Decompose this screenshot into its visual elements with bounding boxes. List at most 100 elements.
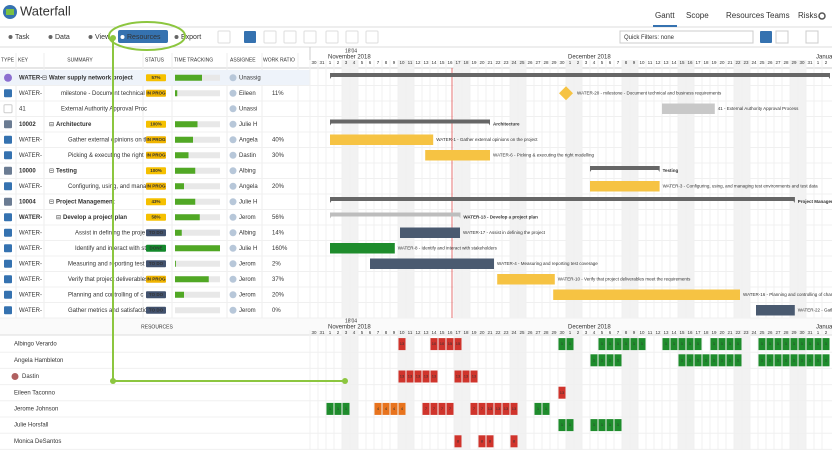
issue-key[interactable]: WATER-: [19, 277, 42, 283]
day-label: 2: [337, 60, 340, 65]
day-label: 11: [408, 330, 413, 335]
status: IN PROG: [146, 183, 166, 188]
load-value: 13: [496, 406, 501, 411]
tracking-fill: [175, 260, 176, 267]
type-icon: [4, 244, 12, 253]
issue-key[interactable]: WATER-: [19, 153, 42, 159]
day-label: 15: [679, 330, 685, 335]
resource-name[interactable]: Dastin: [22, 374, 39, 380]
issue-key[interactable]: 10004: [19, 199, 36, 205]
tracking-fill: [175, 121, 198, 128]
issue-key[interactable]: WATER-: [19, 137, 42, 143]
issue-key[interactable]: WATER-: [19, 184, 42, 190]
summary: External Authority Approval Proc: [61, 106, 147, 112]
issue-key[interactable]: WATER-: [19, 215, 42, 221]
tab[interactable]: Risks: [798, 11, 818, 20]
load-cell: [502, 402, 510, 415]
resource-name[interactable]: Julie Horsfall: [14, 423, 48, 429]
settings-icon[interactable]: [818, 12, 826, 20]
highlight-dot: [110, 378, 116, 384]
tab[interactable]: Gantt: [655, 11, 675, 20]
load-cell: [822, 354, 830, 367]
day-label: 22: [735, 60, 741, 65]
load-cell: [726, 338, 734, 351]
load-cell: [510, 435, 518, 448]
resource-name[interactable]: Monica DeSantos: [14, 439, 61, 445]
issue-key[interactable]: 10000: [19, 168, 36, 174]
resource-name[interactable]: Eileen Taconno: [14, 390, 56, 396]
load-value: 7: [449, 406, 452, 411]
toolbar-icon-button[interactable]: [365, 30, 379, 44]
summary: milestone - Document technical: [61, 91, 145, 97]
toolbar-button[interactable]: Task: [15, 34, 30, 41]
toolbar-icon-button[interactable]: [325, 30, 339, 44]
toolbar-icon-button[interactable]: [303, 30, 317, 44]
day-label: 29: [551, 60, 557, 65]
tab[interactable]: Teams: [766, 11, 790, 20]
summary: Gather metrics and satisfactio: [68, 308, 148, 314]
load-value: 1: [641, 341, 644, 346]
toolbar-icon-button[interactable]: [244, 31, 256, 43]
resource-name[interactable]: Angela Hambleton: [14, 358, 63, 364]
day-label: 6: [609, 60, 612, 65]
day-label: 15: [439, 60, 445, 65]
collapse-toggle[interactable]: ⊟: [49, 122, 54, 128]
issue-key[interactable]: WATER-: [19, 230, 42, 236]
task-bar: [400, 227, 460, 238]
tab[interactable]: Scope: [686, 11, 709, 20]
type-icon: [4, 151, 12, 160]
load-cell: [558, 386, 566, 399]
status-badge: [146, 260, 166, 268]
load-value: 8: [513, 438, 516, 443]
load-value: 1: [713, 357, 716, 362]
toolbar-icon-button[interactable]: [217, 30, 231, 44]
toolbar-button[interactable]: Data: [55, 34, 70, 41]
resource-name[interactable]: Albingo Verardo: [14, 342, 57, 348]
issue-key[interactable]: WATER-: [19, 292, 42, 298]
toolbar-button[interactable]: Export: [181, 34, 201, 41]
summary: Picking & executing the right: [68, 153, 144, 159]
load-cell: [430, 402, 438, 415]
weekend-shade: [454, 330, 462, 450]
toolbar-button[interactable]: Resources: [127, 34, 161, 41]
day-label: 9: [393, 330, 396, 335]
day-label: 25: [519, 60, 525, 65]
assignee: Unassig: [239, 75, 261, 81]
assignee: Angela: [239, 184, 258, 190]
weekend-shade: [462, 60, 470, 318]
toolbar-icon-button[interactable]: [263, 30, 277, 44]
issue-key[interactable]: WATER-: [19, 246, 42, 252]
type-icon: [4, 182, 12, 191]
weekend-shade: [790, 60, 798, 318]
issue-key[interactable]: WATER-: [19, 91, 42, 97]
load-value: 1: [569, 422, 572, 427]
toolbar-icon-button[interactable]: [345, 30, 359, 44]
fullscreen-button[interactable]: [805, 30, 819, 44]
issue-key[interactable]: WATER-: [19, 75, 42, 81]
issue-key[interactable]: 41: [19, 106, 26, 112]
issue-key[interactable]: WATER-: [19, 308, 42, 314]
collapse-toggle[interactable]: ⊟: [42, 75, 47, 81]
issue-key[interactable]: 10002: [19, 122, 36, 128]
collapse-toggle[interactable]: ⊟: [49, 168, 54, 174]
toolbar-button[interactable]: View: [95, 34, 111, 41]
filter-button[interactable]: [760, 31, 772, 43]
tab[interactable]: Resources: [726, 11, 764, 20]
load-value: 7: [473, 406, 476, 411]
avatar: [229, 213, 237, 221]
load-value: 1: [665, 341, 668, 346]
toolbar-icon-button[interactable]: [283, 30, 297, 44]
issue-key[interactable]: WATER-: [19, 261, 42, 267]
collapse-toggle[interactable]: ⊟: [56, 215, 61, 221]
calendar-button[interactable]: [775, 30, 789, 44]
day-label: 7: [617, 60, 620, 65]
load-value: 1: [673, 341, 676, 346]
collapse-toggle[interactable]: ⊟: [49, 199, 54, 205]
day-label: 10: [399, 330, 405, 335]
resource-name[interactable]: Jerome Johnson: [14, 406, 58, 412]
day-label: 27: [535, 330, 541, 335]
quick-filter-input[interactable]: [619, 30, 754, 44]
logo[interactable]: Waterfall: [20, 3, 71, 18]
task-bar: [662, 103, 715, 114]
